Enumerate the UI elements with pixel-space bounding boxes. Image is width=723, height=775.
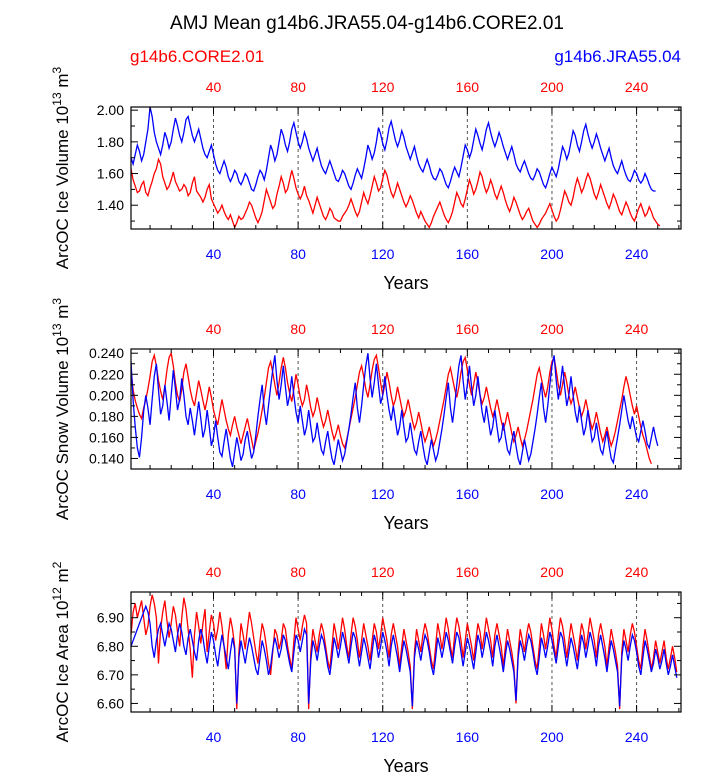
- panel-ice-volume: 40 40 80 80 120 120 160 160 200 200 240 240 1.40 1.60…: [50, 66, 682, 293]
- x-tick-label-bottom: 40: [206, 486, 222, 502]
- x-tick-label-top: 200: [540, 321, 564, 337]
- x-axis-label: Years: [383, 756, 428, 775]
- y-axis-label-superscript: 12: [50, 587, 64, 601]
- x-tick-label-top: 160: [456, 79, 480, 95]
- x-tick-label-bottom: 40: [206, 246, 222, 262]
- x-tick-label-bottom: 200: [540, 729, 564, 745]
- x-tick-label-bottom: 200: [540, 486, 564, 502]
- y-axis-label: ArcOC Snow Volume 1013 m3: [50, 298, 72, 521]
- y-axis-label: ArcOC Ice Area 1012 m2: [50, 561, 72, 742]
- x-tick-label-top: 80: [290, 79, 306, 95]
- x-tick-label-top: 120: [371, 79, 395, 95]
- x-tick-label-top: 40: [206, 564, 222, 580]
- chart-title: AMJ Mean g14b6.JRA55.04-g14b6.CORE2.01: [170, 13, 564, 34]
- x-tick-label-bottom: 200: [540, 246, 564, 262]
- series-line: [131, 351, 652, 464]
- x-tick-label-bottom: 120: [371, 486, 395, 502]
- x-tick-label-bottom: 240: [625, 729, 649, 745]
- x-tick-label-bottom: 40: [206, 729, 222, 745]
- x-tick-label-bottom: 120: [371, 729, 395, 745]
- plot-frame: [130, 348, 682, 470]
- y-tick-label: 6.80: [97, 638, 124, 654]
- y-axis-label-part: m: [53, 305, 72, 324]
- x-tick-label-top: 160: [456, 564, 480, 580]
- x-tick-label-top: 240: [625, 79, 649, 95]
- y-axis-label-part: ArcOC Ice Area 10: [53, 601, 72, 743]
- x-tick-label-top: 200: [540, 79, 564, 95]
- y-tick-label: 6.90: [97, 610, 124, 626]
- x-tick-label-top: 120: [371, 564, 395, 580]
- x-tick-label-bottom: 120: [371, 246, 395, 262]
- x-tick-label-top: 240: [625, 321, 649, 337]
- x-tick-label-top: 120: [371, 321, 395, 337]
- x-tick-label-bottom: 240: [625, 246, 649, 262]
- x-tick-label-top: 160: [456, 321, 480, 337]
- plot-frame: [130, 591, 682, 713]
- y-tick-label: 1.80: [97, 134, 124, 150]
- y-tick-label: 2.00: [97, 102, 124, 118]
- x-tick-label-top: 80: [290, 564, 306, 580]
- y-tick-label: 0.240: [89, 345, 124, 361]
- series-line: [131, 353, 659, 468]
- x-axis-label: Years: [383, 273, 428, 293]
- x-tick-label-top: 200: [540, 564, 564, 580]
- y-axis-label-part: m: [53, 73, 72, 92]
- series-line: [131, 594, 678, 710]
- y-tick-label: 6.70: [97, 667, 124, 683]
- y-axis-label-superscript: 3: [50, 298, 64, 305]
- y-axis-label-superscript: 3: [50, 66, 64, 73]
- y-axis-label-part: m: [53, 568, 72, 587]
- x-tick-label-bottom: 80: [290, 246, 306, 262]
- y-tick-label: 6.60: [97, 695, 124, 711]
- panel-snow-volume: 40 40 80 80 120 120 160 160 200 200 240 240 0.140 0.1…: [50, 298, 682, 533]
- legend-label-core: g14b6.CORE2.01: [130, 47, 264, 66]
- y-tick-label: 1.40: [97, 197, 124, 213]
- y-axis-label-superscript: 13: [50, 323, 64, 337]
- y-tick-label: 0.160: [89, 429, 124, 445]
- panels: 404080801201201601602002002402401.401.60…: [50, 66, 682, 775]
- y-tick-label: 0.220: [89, 366, 124, 382]
- x-tick-label-bottom: 160: [456, 486, 480, 502]
- y-axis-label-superscript: 13: [50, 92, 64, 106]
- y-axis-label-superscript: 2: [50, 561, 64, 568]
- x-tick-label-top: 240: [625, 564, 649, 580]
- x-tick-label-bottom: 80: [290, 486, 306, 502]
- x-tick-label-bottom: 160: [456, 246, 480, 262]
- x-tick-label-top: 80: [290, 321, 306, 337]
- x-tick-label-bottom: 80: [290, 729, 306, 745]
- x-axis-label: Years: [383, 513, 428, 533]
- y-axis-label-part: ArcOC Ice Volume 10: [53, 106, 72, 269]
- panel-ice-area: 40 40 80 80 120 120 160 160 200 200 240 240 6.60 6.70…: [50, 561, 682, 775]
- x-tick-label-bottom: 160: [456, 729, 480, 745]
- y-axis-label: ArcOC Ice Volume 1013 m3: [50, 66, 72, 269]
- x-tick-label-bottom: 240: [625, 486, 649, 502]
- series-line: [131, 604, 678, 707]
- y-axis-label-part: ArcOC Snow Volume 10: [53, 337, 72, 520]
- y-tick-label: 1.60: [97, 166, 124, 182]
- legend-label-jra: g14b6.JRA55.04: [554, 47, 681, 66]
- plot-frame: [130, 106, 682, 230]
- series-line: [131, 157, 661, 229]
- y-tick-label: 0.200: [89, 387, 124, 403]
- y-tick-label: 0.140: [89, 450, 124, 466]
- x-tick-label-top: 40: [206, 321, 222, 337]
- series-line: [131, 107, 656, 193]
- x-tick-label-top: 40: [206, 79, 222, 95]
- y-tick-label: 0.180: [89, 408, 124, 424]
